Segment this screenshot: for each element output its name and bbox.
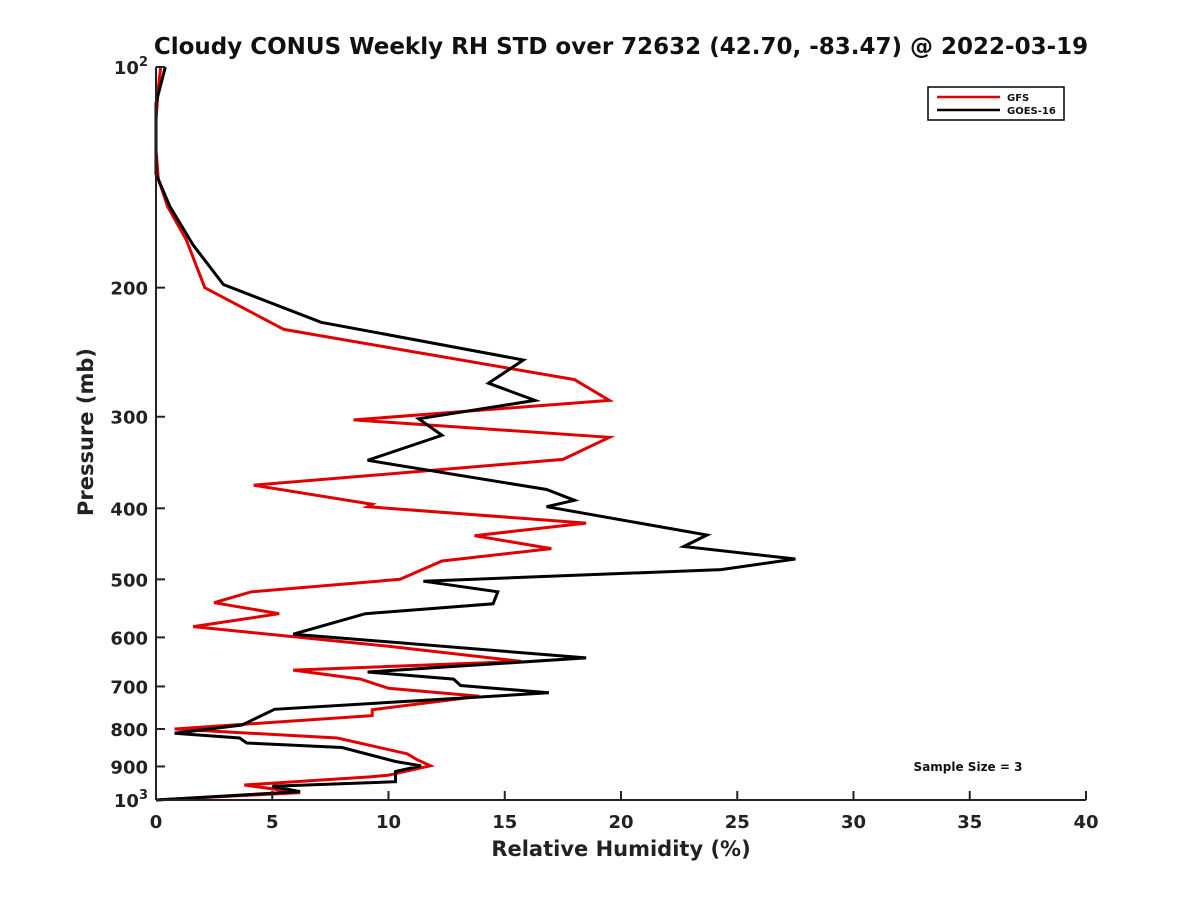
y-tick-label: 300: [110, 408, 148, 429]
y-tick-labels: 102 200 300 400 500 600 700 800 900 103: [110, 55, 148, 812]
series-line-goes16: [154, 66, 796, 802]
y-tick-label: 600: [110, 628, 148, 649]
y-tick-label: 200: [110, 279, 148, 300]
legend: GFS GOES-16: [927, 86, 1065, 121]
sample-size-annotation: Sample Size = 3: [914, 760, 1023, 774]
x-tick-label: 0: [150, 812, 163, 833]
series-line-gfs: [154, 66, 616, 802]
plot-lines: [154, 66, 796, 802]
x-axis-label: Relative Humidity (%): [491, 837, 750, 861]
x-tick-label: 35: [957, 812, 982, 833]
x-tick-labels: 0 5 10 15 20 25 30 35 40: [150, 812, 1099, 833]
x-tick-label: 20: [608, 812, 633, 833]
chart-title: Cloudy CONUS Weekly RH STD over 72632 (4…: [154, 34, 1088, 60]
y-tick-label: 102: [114, 55, 148, 79]
x-tick-label: 30: [841, 812, 866, 833]
legend-label-goes16: GOES-16: [1007, 106, 1056, 117]
y-tick-label: 400: [110, 499, 148, 520]
y-tick-label: 800: [110, 720, 148, 741]
y-tick-label: 900: [110, 757, 148, 778]
y-axis-label: Pressure (mb): [74, 348, 98, 516]
x-tick-label: 10: [376, 812, 401, 833]
y-tick-label: 700: [110, 677, 148, 698]
x-tick-label: 15: [492, 812, 517, 833]
x-tick-label: 25: [725, 812, 750, 833]
axes: [155, 66, 1087, 801]
x-tick-label: 5: [266, 812, 279, 833]
legend-label-gfs: GFS: [1007, 93, 1029, 104]
y-tick-label: 500: [110, 570, 148, 591]
x-tick-label: 40: [1073, 812, 1098, 833]
y-tick-label: 103: [114, 788, 148, 812]
legend-box: [927, 86, 1065, 121]
